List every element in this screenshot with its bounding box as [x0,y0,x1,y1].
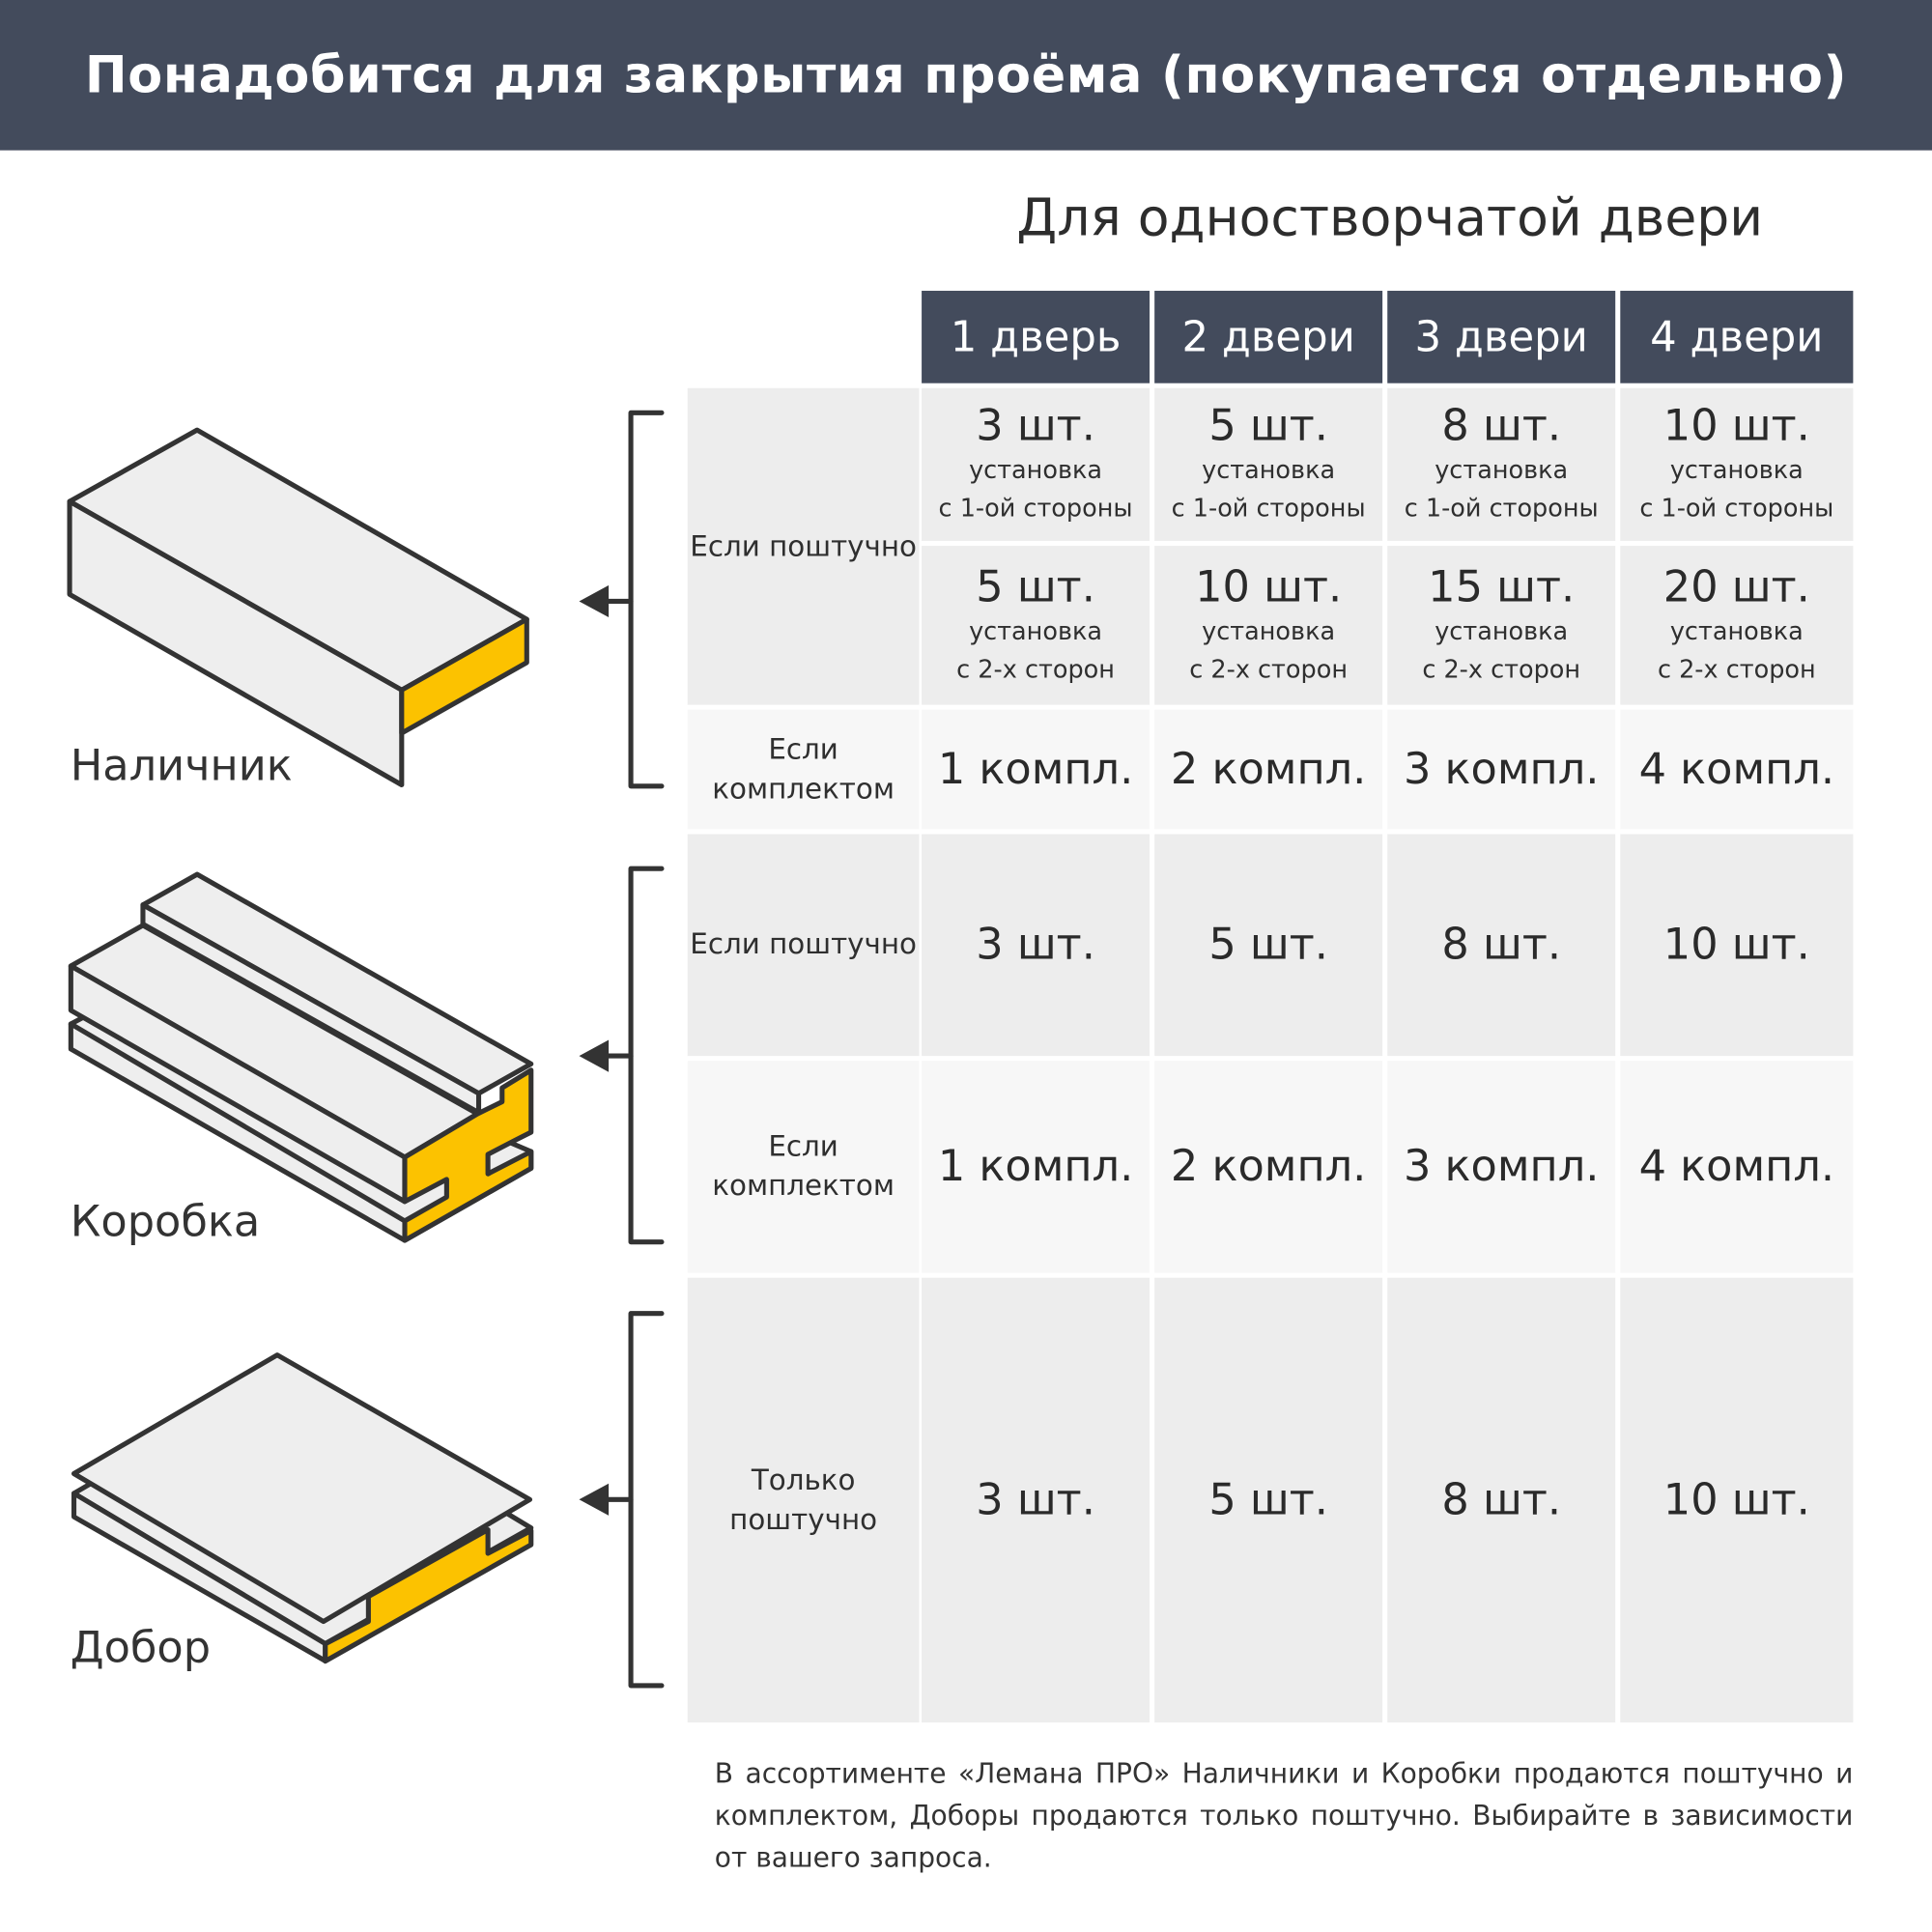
column-header-4: 4 двери [1620,291,1854,384]
table-subtitle: Для одностворчатой двери [863,187,1932,247]
bracket-extension [598,1311,665,1689]
quantity-text: 4 компл. [1638,745,1835,795]
quantity-text: 1 компл. [937,1142,1134,1192]
column-header-2: 2 двери [1154,291,1383,384]
quantity-text: 8 шт. [1441,1475,1562,1525]
table-cell: 3 шт. установка с 1-ой стороны [922,387,1151,541]
quantity-text: 3 компл. [1403,745,1600,795]
quantity-text: 5 шт. [1208,920,1328,970]
door-frame-profile-illustration [68,871,534,1243]
quantity-text: 15 шт. [1428,562,1576,612]
extension-board-illustration [71,1352,534,1664]
column-header-1: 1 дверь [922,291,1151,384]
row-label-casing-piece: Если поштучно [687,387,920,705]
quantity-text: 10 шт. [1662,1475,1810,1525]
row-label-casing-set: Если комплектом [687,709,920,830]
quantity-text: 3 шт. [976,401,1095,451]
install-note: установка [969,615,1103,645]
install-side-note: с 1-ой стороны [1639,493,1834,523]
quantity-text: 8 шт. [1441,920,1562,970]
table-cell: 3 шт. [922,1277,1151,1723]
bracket-casing [598,410,665,789]
quantity-text: 1 компл. [937,745,1134,795]
table-cell: 4 компл. [1620,709,1854,830]
table-cell: 20 шт. установка с 2-х сторон [1620,546,1854,705]
quantity-text: 2 компл. [1170,1142,1367,1192]
table-cell: 1 компл. [922,1061,1151,1273]
quantity-text: 20 шт. [1662,562,1810,612]
banner-title: Понадобится для закрытия проёма (покупае… [0,0,1932,151]
row-label-extension-piece: Только поштучно [687,1277,920,1723]
product-name-extension: Добор [70,1624,212,1674]
table-cell: 5 шт. установка с 2-х сторон [922,546,1151,705]
table-cell: 10 шт. [1620,834,1854,1057]
install-side-note: с 2-х сторон [1657,653,1816,684]
quantity-text: 4 компл. [1638,1142,1835,1192]
table-cell: 3 компл. [1387,709,1616,830]
table-cell: 8 шт. [1387,1277,1616,1723]
quantity-text: 5 шт. [976,562,1095,612]
quantity-text: 10 шт. [1662,920,1810,970]
install-note: установка [1669,615,1804,645]
casing-profile-illustration [67,427,529,788]
install-note: установка [1435,454,1569,485]
subtitle-text: Для одностворчатой двери [1016,186,1764,248]
product-name-casing: Наличник [70,741,293,791]
table-cell: 8 шт. [1387,834,1616,1057]
install-note: установка [1669,454,1804,485]
row-label-frame-piece: Если поштучно [687,834,920,1057]
table-cell: 2 компл. [1154,709,1383,830]
quantity-text: 3 шт. [976,920,1095,970]
install-note: установка [1202,615,1336,645]
table-cell: 10 шт. установка с 2-х сторон [1154,546,1383,705]
quantity-text: 3 шт. [976,1475,1095,1525]
table-cell: 5 шт. [1154,1277,1383,1723]
install-side-note: с 1-ой стороны [1171,493,1366,523]
table-cell: 8 шт. установка с 1-ой стороны [1387,387,1616,541]
quantity-text: 10 шт. [1662,401,1810,451]
install-side-note: с 1-ой стороны [1404,493,1599,523]
table-cell: 3 компл. [1387,1061,1616,1273]
quantity-text: 3 компл. [1403,1142,1600,1192]
row-label-frame-set: Если комплектом [687,1061,920,1273]
quantity-text: 5 шт. [1208,401,1328,451]
install-note: установка [969,454,1103,485]
table-cell: 5 шт. установка с 1-ой стороны [1154,387,1383,541]
quantity-text: 8 шт. [1441,401,1562,451]
product-name-frame: Коробка [70,1197,261,1247]
table-cell: 10 шт. установка с 1-ой стороны [1620,387,1854,541]
table-cell: 2 компл. [1154,1061,1383,1273]
column-header-3: 3 двери [1387,291,1616,384]
table-cell: 4 компл. [1620,1061,1854,1273]
table-cell: 15 шт. установка с 2-х сторон [1387,546,1616,705]
bracket-frame [598,866,665,1245]
install-side-note: с 2-х сторон [1422,653,1581,684]
table-cell: 5 шт. [1154,834,1383,1057]
table-cell: 1 компл. [922,709,1151,830]
table-cell: 10 шт. [1620,1277,1854,1723]
install-side-note: с 2-х сторон [956,653,1115,684]
table-cell: 3 шт. [922,834,1151,1057]
install-side-note: с 2-х сторон [1189,653,1349,684]
install-note: установка [1435,615,1569,645]
install-side-note: с 1-ой стороны [938,493,1133,523]
install-note: установка [1202,454,1336,485]
quantity-text: 5 шт. [1208,1475,1328,1525]
quantity-text: 10 шт. [1195,562,1343,612]
quantity-text: 2 компл. [1170,745,1367,795]
bracket-arrow-icon [579,584,610,1516]
footnote: В ассортименте «Лемана ПРО» Наличники и … [714,1759,1854,1875]
